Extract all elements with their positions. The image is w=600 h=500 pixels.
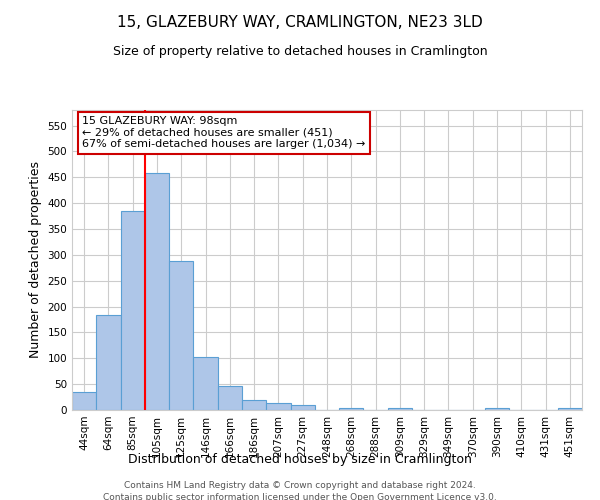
Bar: [242, 400, 266, 410]
Bar: [339, 408, 364, 410]
Bar: [485, 408, 509, 410]
Text: 15, GLAZEBURY WAY, CRAMLINGTON, NE23 3LD: 15, GLAZEBURY WAY, CRAMLINGTON, NE23 3LD: [117, 15, 483, 30]
Bar: [388, 408, 412, 410]
Bar: [266, 404, 290, 410]
Text: Contains HM Land Registry data © Crown copyright and database right 2024.: Contains HM Land Registry data © Crown c…: [124, 481, 476, 490]
Text: 15 GLAZEBURY WAY: 98sqm
← 29% of detached houses are smaller (451)
67% of semi-d: 15 GLAZEBURY WAY: 98sqm ← 29% of detache…: [82, 116, 365, 149]
Bar: [72, 392, 96, 410]
Text: Distribution of detached houses by size in Cramlington: Distribution of detached houses by size …: [128, 452, 472, 466]
Bar: [218, 386, 242, 410]
Bar: [193, 356, 218, 410]
Bar: [558, 408, 582, 410]
Bar: [121, 211, 145, 410]
Bar: [290, 406, 315, 410]
Text: Size of property relative to detached houses in Cramlington: Size of property relative to detached ho…: [113, 45, 487, 58]
Bar: [96, 316, 121, 410]
Bar: [145, 173, 169, 410]
Bar: [169, 261, 193, 410]
Y-axis label: Number of detached properties: Number of detached properties: [29, 162, 42, 358]
Text: Contains public sector information licensed under the Open Government Licence v3: Contains public sector information licen…: [103, 492, 497, 500]
